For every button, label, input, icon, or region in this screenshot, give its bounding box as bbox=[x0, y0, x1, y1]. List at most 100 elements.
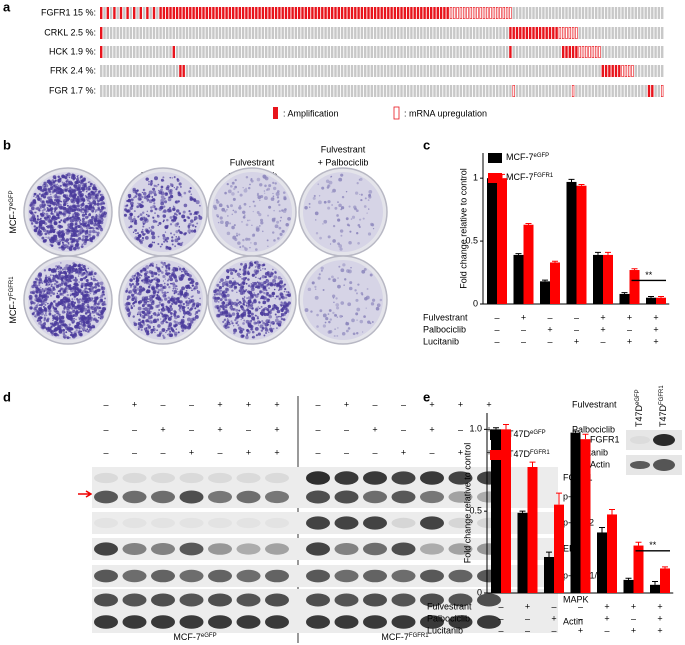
colony bbox=[134, 228, 138, 232]
colony bbox=[78, 263, 81, 265]
colony bbox=[319, 309, 323, 313]
sample-cell bbox=[298, 27, 301, 39]
colony bbox=[258, 301, 261, 304]
sample-cell bbox=[634, 27, 637, 39]
colony bbox=[144, 236, 149, 240]
error-bar bbox=[499, 173, 505, 179]
colony bbox=[65, 278, 68, 281]
colony bbox=[187, 224, 191, 228]
colony bbox=[132, 277, 136, 281]
colony bbox=[171, 302, 174, 306]
sample-cell bbox=[228, 46, 232, 58]
colony bbox=[77, 300, 81, 304]
colony bbox=[97, 284, 101, 288]
amplification-cell bbox=[278, 7, 281, 19]
colony bbox=[98, 213, 100, 215]
sample-cell bbox=[159, 46, 162, 58]
colony bbox=[78, 198, 83, 203]
colony bbox=[88, 227, 90, 230]
sample-cell bbox=[258, 65, 261, 77]
sample-cell bbox=[505, 46, 509, 58]
colony bbox=[62, 243, 65, 246]
colony bbox=[334, 206, 338, 210]
sample-cell bbox=[337, 65, 340, 77]
condition-label: Fulvestrant bbox=[321, 144, 366, 154]
colony bbox=[327, 184, 330, 187]
colony bbox=[162, 334, 165, 337]
colony bbox=[259, 311, 264, 316]
colony bbox=[93, 303, 96, 305]
sample-cell bbox=[248, 46, 251, 58]
sample-cell bbox=[459, 65, 463, 77]
y-axis-label: Fold change relative to control bbox=[458, 168, 468, 289]
sample-cell bbox=[591, 7, 595, 19]
colony bbox=[245, 304, 248, 307]
sample-cell bbox=[238, 85, 241, 97]
colony bbox=[61, 241, 64, 244]
colony bbox=[327, 313, 330, 316]
colony bbox=[73, 176, 75, 178]
colony bbox=[170, 315, 173, 318]
blot-band bbox=[306, 471, 330, 485]
blot-band bbox=[208, 543, 232, 555]
colony bbox=[376, 303, 381, 308]
sample-cell bbox=[529, 7, 532, 19]
colony bbox=[337, 284, 341, 289]
sample-cell bbox=[149, 65, 152, 77]
colony bbox=[61, 316, 65, 319]
colony bbox=[29, 291, 33, 294]
colony bbox=[268, 311, 270, 314]
colony bbox=[75, 180, 80, 184]
blot-band bbox=[151, 517, 175, 529]
colony bbox=[134, 299, 138, 302]
condition-label: Fulvestrant bbox=[230, 157, 275, 167]
colony bbox=[55, 273, 57, 275]
sample-cell bbox=[268, 27, 271, 39]
gene-label: CRKL 2.5 %: bbox=[44, 27, 96, 37]
blot-band bbox=[208, 517, 232, 529]
treatment-sign: + bbox=[604, 601, 609, 611]
colony bbox=[65, 238, 70, 242]
legend-swatch bbox=[488, 173, 502, 183]
colony bbox=[272, 192, 274, 195]
colony bbox=[251, 224, 253, 227]
colony bbox=[92, 229, 96, 234]
blot-band bbox=[236, 593, 261, 607]
sample-cell bbox=[324, 85, 327, 97]
sample-cell bbox=[522, 7, 525, 19]
sample-cell bbox=[433, 85, 436, 97]
colony bbox=[158, 304, 160, 306]
colony bbox=[81, 315, 86, 319]
sample-cell bbox=[317, 27, 321, 39]
colony bbox=[323, 200, 327, 204]
blot-band bbox=[420, 471, 444, 485]
colony bbox=[257, 332, 261, 336]
sample-cell bbox=[116, 27, 119, 39]
colony bbox=[191, 284, 195, 287]
sample-cell bbox=[327, 46, 331, 58]
colony bbox=[274, 318, 279, 323]
colony bbox=[44, 188, 48, 192]
colony bbox=[37, 302, 39, 304]
sample-cell bbox=[499, 27, 502, 39]
sample-cell bbox=[152, 27, 156, 39]
colony bbox=[61, 280, 65, 285]
colony bbox=[161, 265, 164, 269]
colony bbox=[159, 331, 163, 335]
colony bbox=[238, 206, 242, 210]
treatment-sign: – bbox=[160, 447, 165, 457]
amplification-cell bbox=[212, 7, 215, 19]
colony bbox=[347, 327, 351, 330]
colony bbox=[251, 330, 255, 334]
colony bbox=[33, 280, 38, 285]
colony bbox=[50, 212, 53, 215]
colony bbox=[245, 283, 248, 285]
colony bbox=[78, 238, 80, 240]
sample-cell bbox=[126, 46, 129, 58]
sample-cell bbox=[119, 65, 123, 77]
colony bbox=[50, 274, 52, 276]
sample-cell bbox=[631, 85, 634, 97]
colony bbox=[156, 334, 160, 337]
sample-cell bbox=[232, 27, 235, 39]
sample-cell bbox=[271, 85, 274, 97]
